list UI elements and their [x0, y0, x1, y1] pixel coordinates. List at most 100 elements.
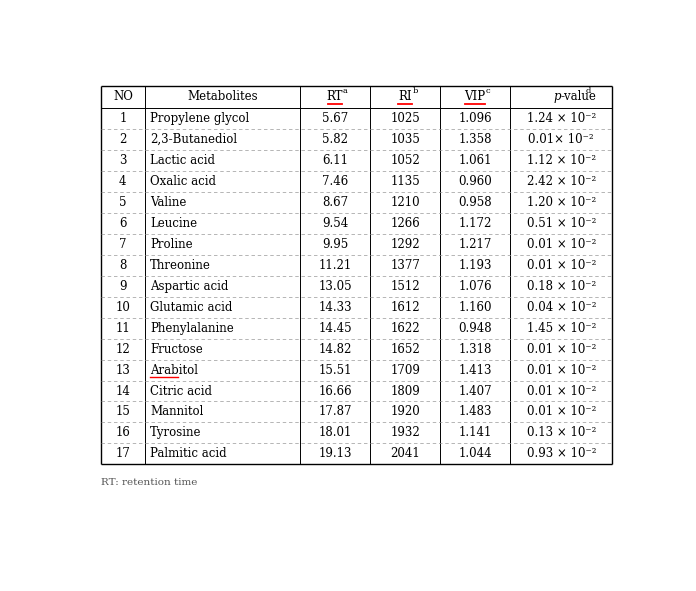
Text: 1.483: 1.483: [459, 405, 492, 418]
Text: 1210: 1210: [390, 196, 420, 209]
Text: 0.958: 0.958: [459, 196, 492, 209]
Text: VIP: VIP: [464, 90, 486, 103]
Text: 0.01 × 10⁻²: 0.01 × 10⁻²: [527, 343, 596, 356]
Text: 1.044: 1.044: [459, 447, 492, 460]
Text: 0.01 × 10⁻²: 0.01 × 10⁻²: [527, 405, 596, 418]
Text: 8: 8: [119, 259, 127, 272]
Text: 1.141: 1.141: [459, 426, 492, 439]
Text: 2: 2: [119, 133, 127, 146]
Text: Tyrosine: Tyrosine: [150, 426, 202, 439]
Text: 1052: 1052: [390, 154, 420, 167]
Text: NO: NO: [113, 90, 133, 103]
Text: 1.358: 1.358: [459, 133, 492, 146]
Text: 1025: 1025: [390, 112, 420, 125]
Text: 17.87: 17.87: [318, 405, 352, 418]
Text: 3: 3: [119, 154, 127, 167]
Text: Aspartic acid: Aspartic acid: [150, 280, 228, 293]
Text: d: d: [585, 87, 591, 95]
Text: 11: 11: [116, 322, 130, 335]
Text: 0.960: 0.960: [458, 175, 492, 188]
Text: 7.46: 7.46: [322, 175, 348, 188]
Text: 1035: 1035: [390, 133, 420, 146]
Text: 1.407: 1.407: [459, 385, 492, 398]
Text: 1.061: 1.061: [459, 154, 492, 167]
Text: 0.18 × 10⁻²: 0.18 × 10⁻²: [527, 280, 596, 293]
Text: 5: 5: [119, 196, 127, 209]
Text: 6: 6: [119, 217, 127, 230]
Text: 1.076: 1.076: [459, 280, 492, 293]
Text: Propylene glycol: Propylene glycol: [150, 112, 249, 125]
Text: Threonine: Threonine: [150, 259, 211, 272]
Text: 13.05: 13.05: [318, 280, 352, 293]
Text: 1512: 1512: [390, 280, 420, 293]
Text: Valine: Valine: [150, 196, 187, 209]
Text: 0.13 × 10⁻²: 0.13 × 10⁻²: [527, 426, 596, 439]
Text: 19.13: 19.13: [318, 447, 352, 460]
Text: 8.67: 8.67: [322, 196, 348, 209]
Text: 5.82: 5.82: [322, 133, 348, 146]
Text: 0.01× 10⁻²: 0.01× 10⁻²: [528, 133, 594, 146]
Text: 1.193: 1.193: [459, 259, 492, 272]
Text: 15: 15: [116, 405, 130, 418]
Text: Lactic acid: Lactic acid: [150, 154, 215, 167]
Text: 16: 16: [116, 426, 130, 439]
Text: 2041: 2041: [390, 447, 420, 460]
Text: Oxalic acid: Oxalic acid: [150, 175, 216, 188]
Text: 2,3-Butanediol: 2,3-Butanediol: [150, 133, 237, 146]
Text: 5.67: 5.67: [322, 112, 348, 125]
Text: 1622: 1622: [390, 322, 420, 335]
Text: 7: 7: [119, 238, 127, 251]
Text: 1612: 1612: [390, 301, 420, 314]
Text: 0.01 × 10⁻²: 0.01 × 10⁻²: [527, 238, 596, 251]
Text: 11.21: 11.21: [319, 259, 351, 272]
Text: 6.11: 6.11: [322, 154, 348, 167]
Text: Leucine: Leucine: [150, 217, 198, 230]
Text: 1.096: 1.096: [459, 112, 492, 125]
Text: 4: 4: [119, 175, 127, 188]
Text: 1709: 1709: [390, 363, 420, 376]
Text: 1377: 1377: [390, 259, 420, 272]
Text: 1.20 × 10⁻²: 1.20 × 10⁻²: [527, 196, 596, 209]
Text: 9.95: 9.95: [322, 238, 348, 251]
Text: 10: 10: [116, 301, 130, 314]
Text: 1.45 × 10⁻²: 1.45 × 10⁻²: [527, 322, 596, 335]
Text: 0.04 × 10⁻²: 0.04 × 10⁻²: [527, 301, 596, 314]
Text: 1.24 × 10⁻²: 1.24 × 10⁻²: [527, 112, 596, 125]
Text: 14: 14: [116, 385, 130, 398]
Text: 0.948: 0.948: [459, 322, 492, 335]
Text: Fructose: Fructose: [150, 343, 203, 356]
Text: 1.172: 1.172: [459, 217, 492, 230]
Text: 1652: 1652: [390, 343, 420, 356]
Text: 1292: 1292: [390, 238, 420, 251]
Text: RT: RT: [327, 90, 343, 103]
Text: a: a: [342, 87, 347, 95]
Text: 13: 13: [116, 363, 130, 376]
Text: 1.12 × 10⁻²: 1.12 × 10⁻²: [527, 154, 596, 167]
Text: 14.45: 14.45: [318, 322, 352, 335]
Text: 2.42 × 10⁻²: 2.42 × 10⁻²: [527, 175, 596, 188]
Text: 0.51 × 10⁻²: 0.51 × 10⁻²: [527, 217, 596, 230]
Text: Metabolites: Metabolites: [187, 90, 258, 103]
Text: Phenylalanine: Phenylalanine: [150, 322, 234, 335]
Text: RT: retention time: RT: retention time: [101, 478, 198, 487]
Text: 1809: 1809: [390, 385, 420, 398]
Text: 16.66: 16.66: [318, 385, 352, 398]
Text: 1.160: 1.160: [459, 301, 492, 314]
Text: 1920: 1920: [390, 405, 420, 418]
Text: 12: 12: [116, 343, 130, 356]
Text: 0.01 × 10⁻²: 0.01 × 10⁻²: [527, 363, 596, 376]
Text: 14.82: 14.82: [318, 343, 351, 356]
Text: 9: 9: [119, 280, 127, 293]
Text: Proline: Proline: [150, 238, 193, 251]
Text: 9.54: 9.54: [322, 217, 348, 230]
Text: 0.93 × 10⁻²: 0.93 × 10⁻²: [527, 447, 596, 460]
Text: Citric acid: Citric acid: [150, 385, 212, 398]
Text: 18.01: 18.01: [318, 426, 351, 439]
Text: b: b: [412, 87, 418, 95]
Text: 17: 17: [116, 447, 130, 460]
Text: Palmitic acid: Palmitic acid: [150, 447, 227, 460]
Text: 1932: 1932: [390, 426, 420, 439]
Text: RI: RI: [398, 90, 412, 103]
Text: 1266: 1266: [390, 217, 420, 230]
Text: 1135: 1135: [390, 175, 420, 188]
